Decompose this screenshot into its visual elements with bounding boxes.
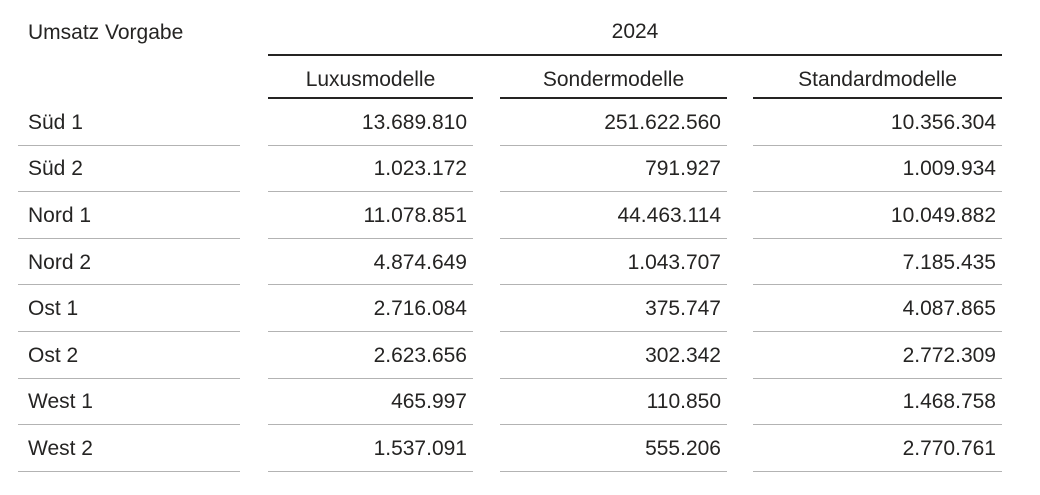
value-cell[interactable]: 2.772.309 [753, 332, 1002, 379]
value-cell[interactable]: 1.043.707 [500, 239, 727, 286]
row-header-cell[interactable]: Nord 2 [18, 239, 240, 286]
row-header-cell[interactable]: Ost 2 [18, 332, 240, 379]
matrix-grid: Umsatz Vorgabe 2024 Luxusmodelle Sonderm… [18, 0, 1002, 472]
value-cell[interactable]: 10.356.304 [753, 99, 1002, 146]
value-cell[interactable]: 375.747 [500, 285, 727, 332]
value-cell[interactable]: 44.463.114 [500, 192, 727, 239]
value-cell[interactable]: 465.997 [268, 379, 473, 426]
row-header-cell[interactable]: West 1 [18, 379, 240, 426]
row-header-cell[interactable]: Süd 2 [18, 146, 240, 193]
column-group-header-2024[interactable]: 2024 [268, 0, 1002, 56]
value-cell[interactable]: 2.716.084 [268, 285, 473, 332]
value-cell[interactable]: 11.078.851 [268, 192, 473, 239]
value-cell[interactable]: 555.206 [500, 425, 727, 472]
value-cell[interactable]: 791.927 [500, 146, 727, 193]
value-cell[interactable]: 4.874.649 [268, 239, 473, 286]
visual-title: Umsatz Vorgabe [28, 21, 184, 44]
row-header-cell[interactable]: Ost 1 [18, 285, 240, 332]
value-cell[interactable]: 10.049.882 [753, 192, 1002, 239]
column-header-sondermodelle[interactable]: Sondermodelle [500, 56, 727, 99]
row-header-cell[interactable]: West 2 [18, 425, 240, 472]
value-cell[interactable]: 4.087.865 [753, 285, 1002, 332]
value-cell[interactable]: 1.023.172 [268, 146, 473, 193]
value-cell[interactable]: 251.622.560 [500, 99, 727, 146]
value-cell[interactable]: 13.689.810 [268, 99, 473, 146]
value-cell[interactable]: 7.185.435 [753, 239, 1002, 286]
value-cell[interactable]: 302.342 [500, 332, 727, 379]
value-cell[interactable]: 110.850 [500, 379, 727, 426]
row-header-cell[interactable]: Süd 1 [18, 99, 240, 146]
row-header-cell[interactable]: Nord 1 [18, 192, 240, 239]
value-cell[interactable]: 1.537.091 [268, 425, 473, 472]
column-header-luxusmodelle[interactable]: Luxusmodelle [268, 56, 473, 99]
value-cell[interactable]: 2.623.656 [268, 332, 473, 379]
column-header-standardmodelle[interactable]: Standardmodelle [753, 56, 1002, 99]
value-cell[interactable]: 1.009.934 [753, 146, 1002, 193]
value-cell[interactable]: 1.468.758 [753, 379, 1002, 426]
value-cell[interactable]: 2.770.761 [753, 425, 1002, 472]
